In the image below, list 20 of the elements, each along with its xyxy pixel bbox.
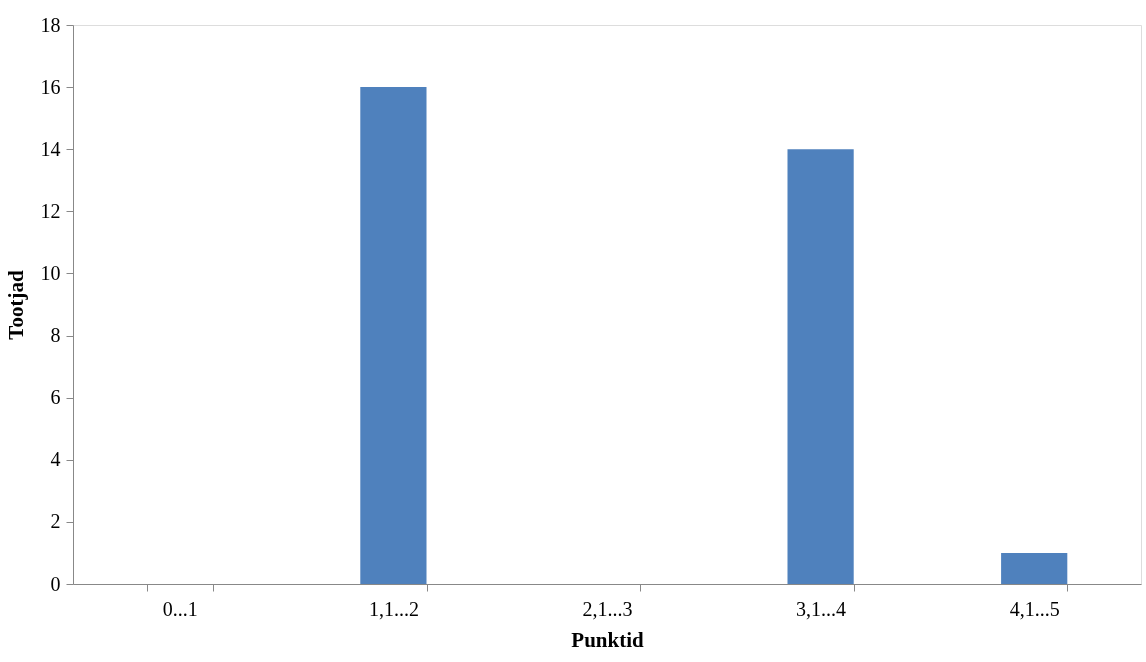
x-axis-title: Punktid — [571, 627, 645, 652]
x-tick-label: 0...1 — [162, 597, 198, 620]
y-axis-title: Tootjad — [3, 270, 28, 340]
y-tick-label: 16 — [40, 75, 61, 98]
y-tick-label: 8 — [50, 324, 61, 347]
x-tick-label: 4,1...5 — [1009, 597, 1060, 620]
bar — [1001, 552, 1068, 584]
y-tick-label: 4 — [50, 448, 61, 471]
y-tick-label: 18 — [40, 13, 61, 36]
bar — [360, 87, 427, 584]
y-tick-label: 6 — [50, 386, 61, 409]
y-tick-label: 12 — [40, 199, 61, 222]
y-tick-label: 14 — [40, 137, 61, 160]
y-tick-label: 10 — [40, 261, 61, 284]
y-tick-label: 2 — [50, 510, 61, 533]
x-tick-label: 3,1...4 — [796, 597, 847, 620]
bar — [787, 149, 854, 584]
y-tick-label: 0 — [50, 572, 61, 595]
x-tick-label: 2,1...3 — [582, 597, 633, 620]
x-tick-label: 1,1...2 — [368, 597, 419, 620]
